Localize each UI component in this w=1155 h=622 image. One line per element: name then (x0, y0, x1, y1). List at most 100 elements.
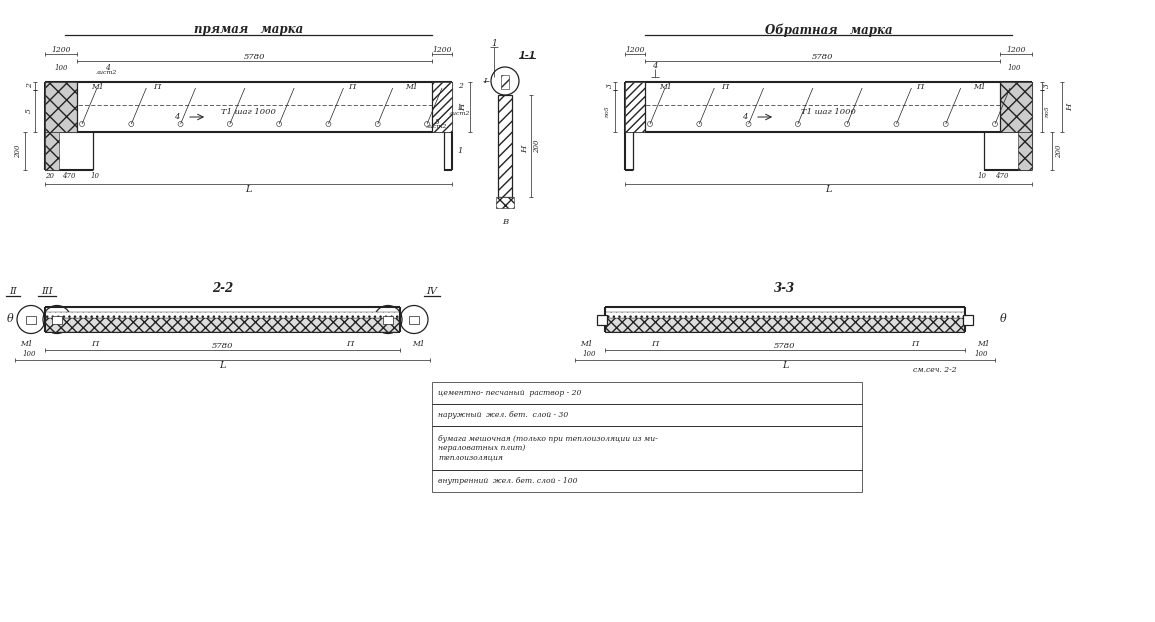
Bar (45, 318, 400, 332)
Text: 4: 4 (105, 64, 110, 72)
Text: 2-2: 2-2 (211, 282, 233, 295)
Text: B: B (502, 218, 508, 226)
Text: 200: 200 (532, 139, 541, 153)
Bar (45, 312, 400, 318)
Text: 2: 2 (27, 83, 33, 88)
Text: 100: 100 (1007, 64, 1021, 72)
Text: П: П (722, 83, 729, 91)
Text: L: L (826, 185, 832, 193)
Text: 470: 470 (996, 172, 1008, 180)
Bar (495, 197, 514, 208)
Text: Обратная   марка: Обратная марка (765, 23, 893, 37)
Bar (45, 82, 77, 132)
Text: L: L (782, 361, 788, 369)
Text: M1: M1 (91, 83, 104, 91)
Text: H: H (1066, 103, 1074, 111)
Text: лист2: лист2 (426, 124, 448, 129)
Text: см.сеч. 2-2: см.сеч. 2-2 (914, 366, 956, 374)
Text: θ: θ (7, 315, 14, 325)
Text: 470: 470 (62, 172, 76, 180)
Text: 1-1: 1-1 (519, 50, 536, 60)
Text: 100: 100 (975, 350, 988, 358)
Bar (1018, 132, 1033, 170)
Text: H: H (521, 146, 529, 153)
Bar (52, 315, 62, 323)
Bar (27, 315, 36, 323)
Text: 5780: 5780 (774, 342, 796, 350)
Text: 100: 100 (22, 350, 36, 358)
Text: 5: 5 (25, 109, 33, 113)
Text: цементно- песчаный  раствор - 20: цементно- песчаный раствор - 20 (438, 389, 581, 397)
Text: 5: 5 (434, 118, 439, 126)
Text: по5: по5 (1044, 105, 1050, 117)
Text: 20: 20 (45, 172, 54, 180)
Text: 1: 1 (457, 147, 463, 155)
Text: 5780: 5780 (211, 342, 233, 350)
Text: внутренний  жел. бет. слой - 100: внутренний жел. бет. слой - 100 (438, 477, 578, 485)
Text: бумага мешочная (только при теплоизоляции из ми-
нераловатных плит)
теплоизоляци: бумага мешочная (только при теплоизоляци… (438, 435, 657, 461)
Text: M1: M1 (412, 340, 425, 348)
Bar (432, 404, 862, 426)
Text: M1: M1 (580, 340, 593, 348)
Bar (501, 75, 509, 89)
Bar (432, 426, 862, 470)
Bar (432, 82, 452, 132)
Text: 3: 3 (606, 83, 614, 88)
Text: прямая   марка: прямая марка (194, 24, 303, 37)
Bar (625, 82, 644, 132)
Text: 4: 4 (743, 113, 747, 121)
Text: H: H (459, 103, 467, 111)
Text: T1 шаг 1000: T1 шаг 1000 (802, 108, 856, 116)
Text: П: П (911, 340, 918, 348)
Text: 3-3: 3-3 (775, 282, 796, 295)
Text: 5780: 5780 (244, 53, 266, 61)
Text: 200: 200 (1055, 144, 1063, 158)
Text: M1: M1 (20, 340, 32, 348)
Bar (597, 315, 608, 325)
Text: 1: 1 (491, 39, 497, 47)
Text: 1200: 1200 (432, 46, 452, 54)
Text: 10: 10 (977, 172, 986, 180)
Bar (409, 315, 419, 323)
Bar (605, 312, 964, 318)
Text: 100: 100 (582, 350, 596, 358)
Text: 1200: 1200 (51, 46, 70, 54)
Text: 10: 10 (90, 172, 99, 180)
Text: T1 шаг 1000: T1 шаг 1000 (221, 108, 276, 116)
Text: L: L (245, 185, 252, 193)
Text: 3: 3 (1043, 83, 1051, 88)
Text: ΙΙΙ: ΙΙΙ (42, 287, 53, 297)
Text: по5: по5 (604, 105, 610, 117)
Text: M1: M1 (974, 83, 986, 91)
Bar (432, 470, 862, 492)
Bar (605, 318, 964, 332)
Text: ΙΙ: ΙΙ (9, 287, 17, 297)
Text: 5
лист2: 5 лист2 (449, 106, 471, 116)
Text: П: П (346, 340, 353, 348)
Text: M1: M1 (660, 83, 671, 91)
Text: лист2: лист2 (96, 70, 118, 75)
Bar (383, 315, 393, 323)
Bar (1000, 82, 1033, 132)
Text: M1: M1 (977, 340, 990, 348)
Text: 4: 4 (174, 113, 180, 121)
Text: П: П (916, 83, 924, 91)
Text: I: I (484, 77, 486, 85)
Text: 100: 100 (54, 64, 68, 72)
Bar (432, 382, 862, 404)
Text: П: П (91, 340, 98, 348)
Text: наружный  жел. бет.  слой - 30: наружный жел. бет. слой - 30 (438, 411, 568, 419)
Text: L: L (219, 361, 225, 369)
Text: 5780: 5780 (812, 53, 833, 61)
Text: M1: M1 (405, 83, 418, 91)
Text: П: П (651, 340, 658, 348)
Text: 4: 4 (653, 62, 657, 70)
Text: θ: θ (999, 315, 1006, 325)
Bar (45, 132, 59, 170)
Text: 1200: 1200 (625, 46, 644, 54)
Text: П: П (154, 83, 161, 91)
Bar (963, 315, 973, 325)
Text: П: П (349, 83, 356, 91)
Text: 200: 200 (14, 144, 22, 158)
Text: ΙV: ΙV (426, 287, 438, 297)
